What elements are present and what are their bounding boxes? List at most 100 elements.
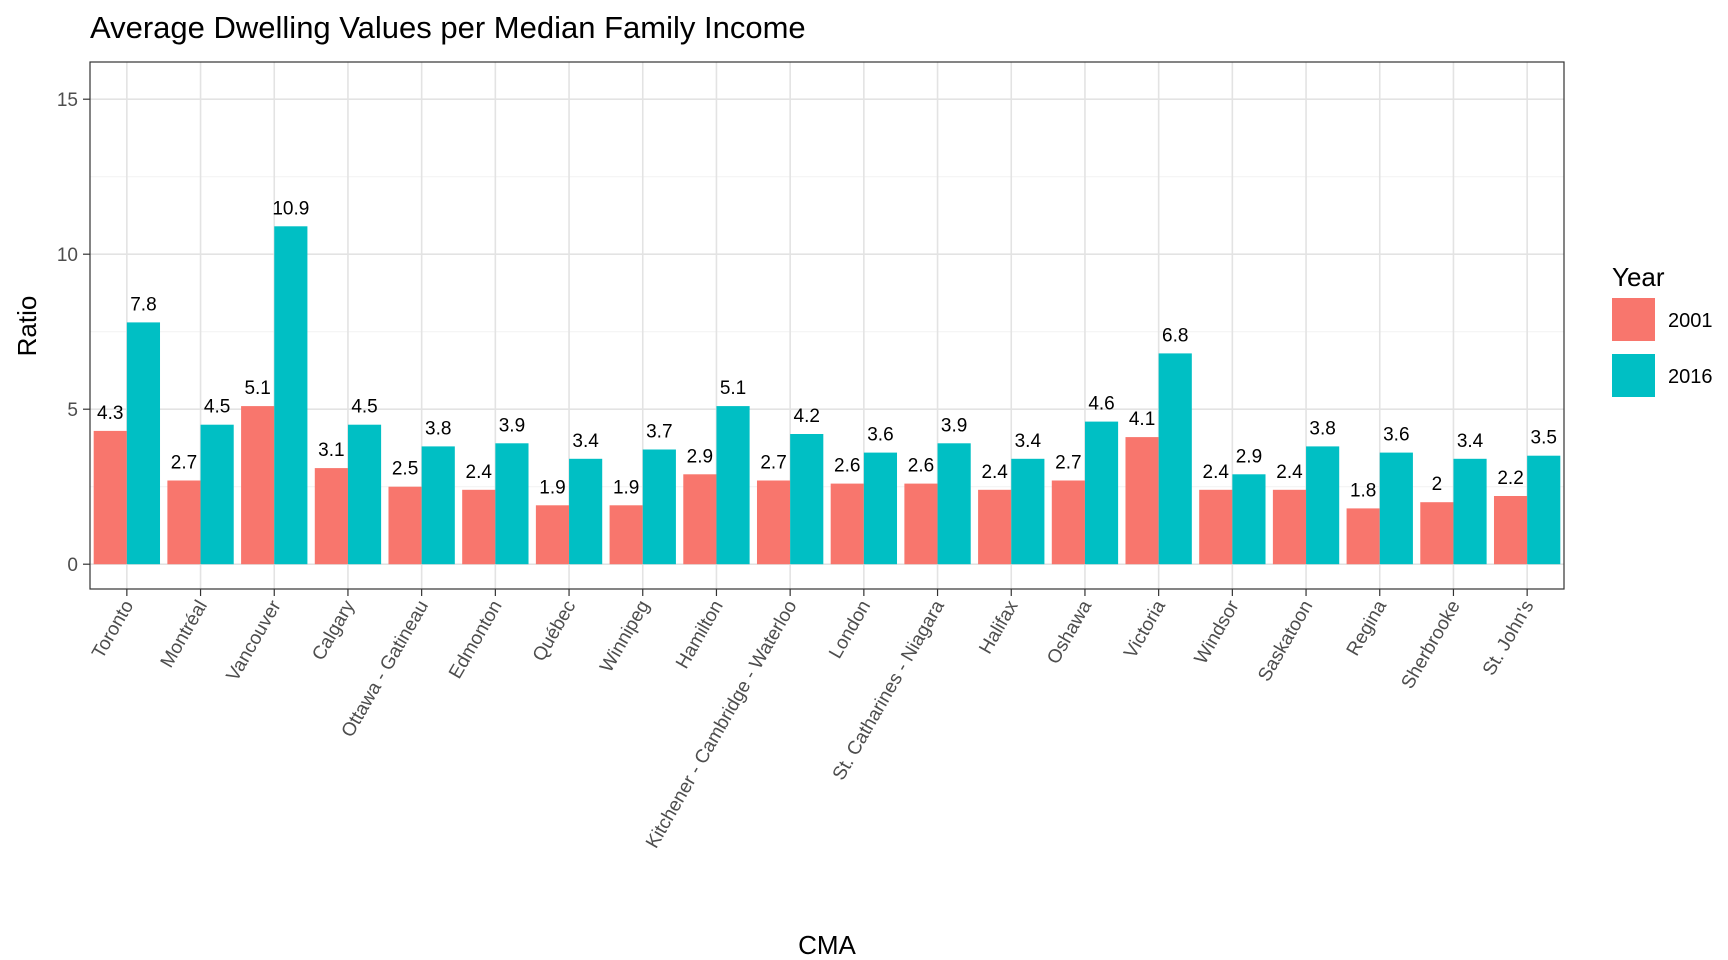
bar-2001 — [1125, 437, 1159, 565]
x-tick-label: Oshawa — [1043, 597, 1096, 668]
plot-border — [89, 61, 1565, 590]
value-label-2001: 2 — [1432, 474, 1443, 495]
value-label-2001: 2.7 — [171, 453, 197, 474]
value-label-2001: 2.7 — [760, 453, 786, 474]
value-label-2016: 3.7 — [646, 422, 672, 443]
bar-2016 — [863, 452, 898, 565]
bar-2016 — [1306, 446, 1340, 565]
value-label-2016: 3.4 — [572, 431, 599, 452]
x-tick-label: Windsor — [1191, 596, 1244, 667]
value-label-2016: 4.5 — [204, 397, 230, 418]
x-tick-label: Winnipeg — [596, 597, 654, 676]
bar-2016 — [1453, 458, 1487, 565]
bar-2016 — [200, 424, 234, 565]
value-label-2001: 2.4 — [981, 462, 1008, 483]
value-label-2016: 3.5 — [1531, 428, 1557, 449]
x-axis-title: CMA — [798, 930, 856, 960]
bar-2001 — [978, 489, 1012, 565]
value-label-2016: 10.9 — [272, 198, 309, 219]
value-label-2001: 2.7 — [1055, 453, 1081, 474]
value-label-2001: 5.1 — [244, 378, 270, 399]
bar-2016 — [1379, 452, 1413, 565]
bar-2001 — [756, 480, 791, 565]
bar-2016 — [274, 226, 308, 565]
legend-label-2016: 2016 — [1668, 366, 1713, 388]
bar-2001 — [1346, 508, 1380, 565]
bars — [93, 226, 1561, 565]
legend-items: 2001 2016 — [1612, 298, 1713, 397]
bar-2001 — [904, 483, 938, 565]
bar-2016 — [790, 434, 824, 565]
value-label-2016: 3.9 — [499, 415, 525, 436]
value-label-2016: 3.4 — [1015, 431, 1042, 452]
value-label-2016: 6.8 — [1162, 325, 1188, 346]
bar-value-labels: 4.3 2.7 5.1 3.1 2.5 2.4 1.9 1.9 2.9 2.7 2.6 2.6 2.4 2… — [97, 198, 1557, 501]
bar-2016 — [1232, 474, 1266, 565]
bar-2001 — [167, 480, 201, 565]
value-label-2001: 2.6 — [834, 456, 860, 477]
bar-2016 — [569, 458, 603, 565]
value-label-2001: 2.5 — [392, 459, 418, 480]
bar-2001 — [535, 505, 570, 565]
y-tick-label: 15 — [57, 90, 78, 111]
bar-2001 — [1493, 496, 1528, 565]
legend-swatch-2016 — [1612, 354, 1655, 397]
legend-swatch-2001 — [1612, 298, 1655, 341]
x-tick-label: Regina — [1343, 597, 1392, 660]
x-tick-label: Hamilton — [672, 597, 728, 672]
chart-title: Average Dwelling Values per Median Famil… — [90, 10, 806, 45]
bar-2001 — [388, 486, 422, 565]
x-tick-label: London — [825, 597, 875, 662]
value-label-2016: 3.9 — [941, 415, 967, 436]
value-label-2016: 4.5 — [351, 397, 377, 418]
x-tick-label: Halifax — [975, 597, 1022, 658]
bar-2001 — [314, 468, 348, 565]
value-label-2016: 7.8 — [130, 294, 156, 315]
x-tick-label: Québec — [529, 597, 580, 665]
bar-2016 — [642, 449, 676, 565]
bar-2001 — [683, 474, 717, 565]
y-tick-label: 0 — [67, 555, 78, 576]
value-label-2001: 1.8 — [1350, 480, 1376, 501]
value-label-2001: 2.4 — [1276, 462, 1303, 483]
bar-2001 — [1051, 480, 1085, 565]
x-tick-label: Calgary — [308, 597, 359, 665]
value-label-2016: 4.6 — [1088, 394, 1114, 415]
value-label-2001: 3.1 — [318, 440, 344, 461]
value-label-2016: 4.2 — [794, 406, 820, 427]
value-label-2016: 5.1 — [720, 378, 746, 399]
value-label-2001: 2.4 — [1203, 462, 1230, 483]
x-tick-label: Victoria — [1120, 597, 1170, 662]
value-label-2016: 3.6 — [1383, 425, 1409, 446]
value-label-2016: 3.4 — [1457, 431, 1484, 452]
y-axis-title: Ratio — [12, 296, 42, 357]
legend-label-2001: 2001 — [1668, 310, 1713, 332]
value-label-2016: 3.6 — [867, 425, 893, 446]
bar-2001 — [462, 489, 496, 565]
bar-2016 — [937, 443, 971, 565]
y-axis: 0 5 10 15 — [57, 90, 90, 576]
bar-2016 — [716, 406, 750, 565]
x-tick-label: Vancouver — [223, 596, 286, 685]
bar-2016 — [495, 443, 529, 565]
value-label-2001: 1.9 — [613, 477, 639, 498]
bar-2016 — [1011, 458, 1045, 565]
bar-2001 — [609, 505, 643, 565]
bar-2016 — [1158, 353, 1192, 565]
y-tick-label: 5 — [67, 400, 78, 421]
bar-2016 — [126, 322, 161, 565]
bar-2016 — [421, 446, 455, 565]
x-tick-label: St. John's — [1479, 597, 1539, 679]
x-tick-label: Saskatoon — [1254, 597, 1317, 685]
value-label-2001: 2.9 — [687, 446, 713, 467]
bar-2001 — [93, 430, 127, 565]
value-label-2001: 2.2 — [1497, 468, 1523, 489]
value-label-2016: 3.8 — [425, 418, 451, 439]
y-tick-label: 10 — [57, 245, 78, 266]
legend-title: Year — [1612, 262, 1665, 292]
bar-2016 — [1084, 421, 1119, 565]
bar-2001 — [1199, 489, 1233, 565]
bar-2001 — [830, 483, 864, 565]
